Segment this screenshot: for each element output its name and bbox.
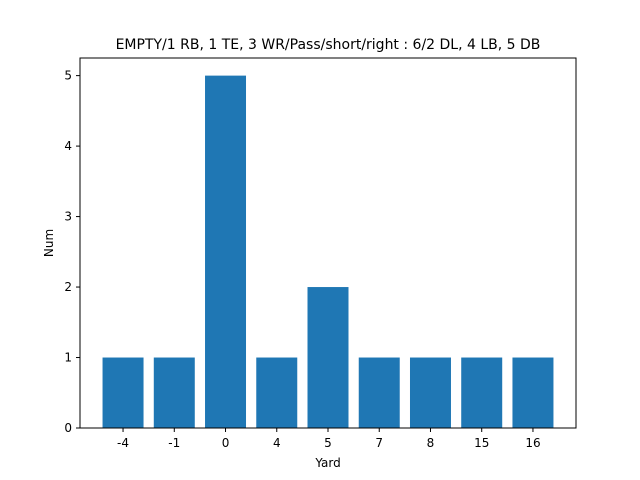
x-axis-ticks: -4 -1 0 4 5 7 8 15 16 [117,428,541,450]
bars-group [102,75,554,428]
bar--4 [102,357,144,428]
y-tick-label: 4 [64,139,72,153]
x-tick-label: 15 [474,436,489,450]
x-tick-label: -1 [168,436,180,450]
y-tick-label: 2 [64,280,72,294]
x-tick-label: 16 [525,436,540,450]
y-tick-label: 3 [64,210,72,224]
bar-8 [409,357,451,428]
bar-7 [358,357,400,428]
bar-4 [256,357,298,428]
chart-title: EMPTY/1 RB, 1 TE, 3 WR/Pass/short/right … [116,37,541,53]
x-tick-label: 5 [324,436,332,450]
x-tick-label: 8 [427,436,435,450]
y-tick-label: 1 [64,351,72,365]
x-tick-label: -4 [117,436,129,450]
x-tick-label: 4 [273,436,281,450]
x-axis-label: Yard [314,456,340,470]
bar--1 [153,357,195,428]
y-axis-label: Num [42,229,56,257]
bar-15 [461,357,503,428]
bar-0 [205,75,247,428]
bar-5 [307,287,349,428]
x-tick-label: 7 [375,436,383,450]
y-tick-label: 5 [64,69,72,83]
x-tick-label: 0 [222,436,230,450]
y-axis-ticks: 0 1 2 3 4 5 [64,69,80,435]
y-tick-label: 0 [64,421,72,435]
bar-16 [512,357,554,428]
